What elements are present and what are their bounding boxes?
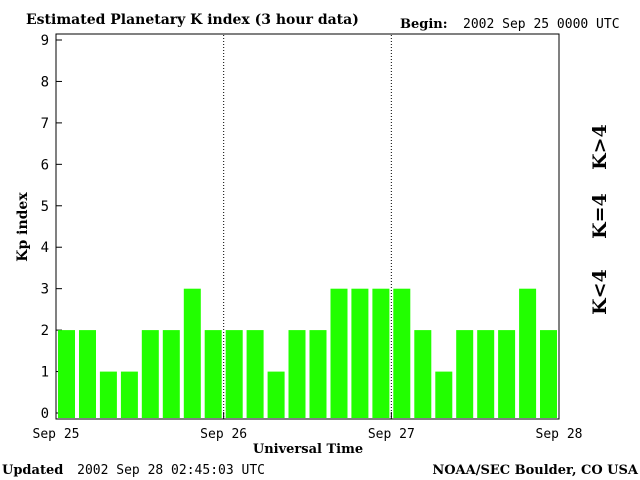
x-axis-ticks: Sep 25 Sep 26 Sep 27 Sep 28 bbox=[33, 412, 583, 442]
kp-bar bbox=[393, 288, 411, 418]
begin-label: Begin: bbox=[400, 17, 448, 32]
y-tick-label: 0 bbox=[41, 406, 49, 422]
kp-bar bbox=[456, 330, 474, 418]
kp-bar bbox=[141, 330, 159, 418]
x-tick-label: Sep 25 bbox=[33, 427, 80, 442]
legend-k-equal-4: K=4 bbox=[589, 193, 611, 239]
kp-bar bbox=[351, 288, 369, 418]
y-tick-label: 8 bbox=[41, 74, 49, 90]
plot-frame bbox=[55, 33, 560, 420]
y-tick-label: 7 bbox=[41, 116, 49, 132]
kp-bar bbox=[330, 288, 348, 418]
x-tick-label: Sep 27 bbox=[368, 427, 415, 442]
updated-label: Updated bbox=[2, 463, 63, 478]
kp-bar bbox=[540, 330, 557, 418]
y-tick-label: 4 bbox=[41, 240, 49, 256]
kp-bar bbox=[519, 288, 537, 418]
kp-bar bbox=[372, 288, 390, 418]
kp-bar bbox=[120, 371, 138, 418]
kp-bar bbox=[498, 330, 516, 418]
y-tick-label: 5 bbox=[41, 199, 49, 215]
y-tick-label: 1 bbox=[41, 365, 49, 381]
legend-k-less-4: K<4 bbox=[589, 269, 611, 315]
y-tick-label: 2 bbox=[41, 323, 49, 339]
kp-bar bbox=[477, 330, 495, 418]
kp-bar bbox=[162, 330, 180, 418]
kp-bar bbox=[414, 330, 432, 418]
kp-bar bbox=[79, 330, 96, 418]
kp-bar bbox=[309, 330, 327, 418]
updated-value: 2002 Sep 28 02:45:03 UTC bbox=[77, 463, 265, 478]
begin-value: 2002 Sep 25 0000 UTC bbox=[463, 17, 620, 32]
y-axis-label: Kp index bbox=[15, 192, 31, 262]
x-tick-label: Sep 26 bbox=[200, 427, 247, 442]
x-tick-label: Sep 28 bbox=[536, 427, 583, 442]
y-axis-ticks: 0 1 2 3 4 5 6 7 8 9 bbox=[41, 33, 62, 422]
kp-bar bbox=[288, 330, 306, 418]
chart-title: Estimated Planetary K index (3 hour data… bbox=[26, 12, 359, 28]
legend-k-greater-4: K>4 bbox=[589, 124, 611, 170]
kp-bar bbox=[435, 371, 453, 418]
kp-bar bbox=[204, 330, 222, 418]
kp-bar bbox=[58, 330, 75, 418]
kp-bar bbox=[246, 330, 264, 418]
y-tick-label: 6 bbox=[41, 157, 49, 173]
y-tick-label: 9 bbox=[41, 33, 49, 49]
kp-bar bbox=[183, 288, 201, 418]
x-axis-label: Universal Time bbox=[253, 442, 363, 457]
y-tick-label: 3 bbox=[41, 282, 49, 298]
day-dividers bbox=[223, 35, 392, 418]
updated-line: Updated 2002 Sep 28 02:45:03 UTC bbox=[2, 463, 265, 478]
kp-bar bbox=[225, 330, 243, 418]
kp-bar bbox=[99, 371, 117, 418]
kp-bar bbox=[267, 371, 285, 418]
source-credit: NOAA/SEC Boulder, CO USA bbox=[432, 463, 639, 478]
bars bbox=[58, 288, 557, 418]
